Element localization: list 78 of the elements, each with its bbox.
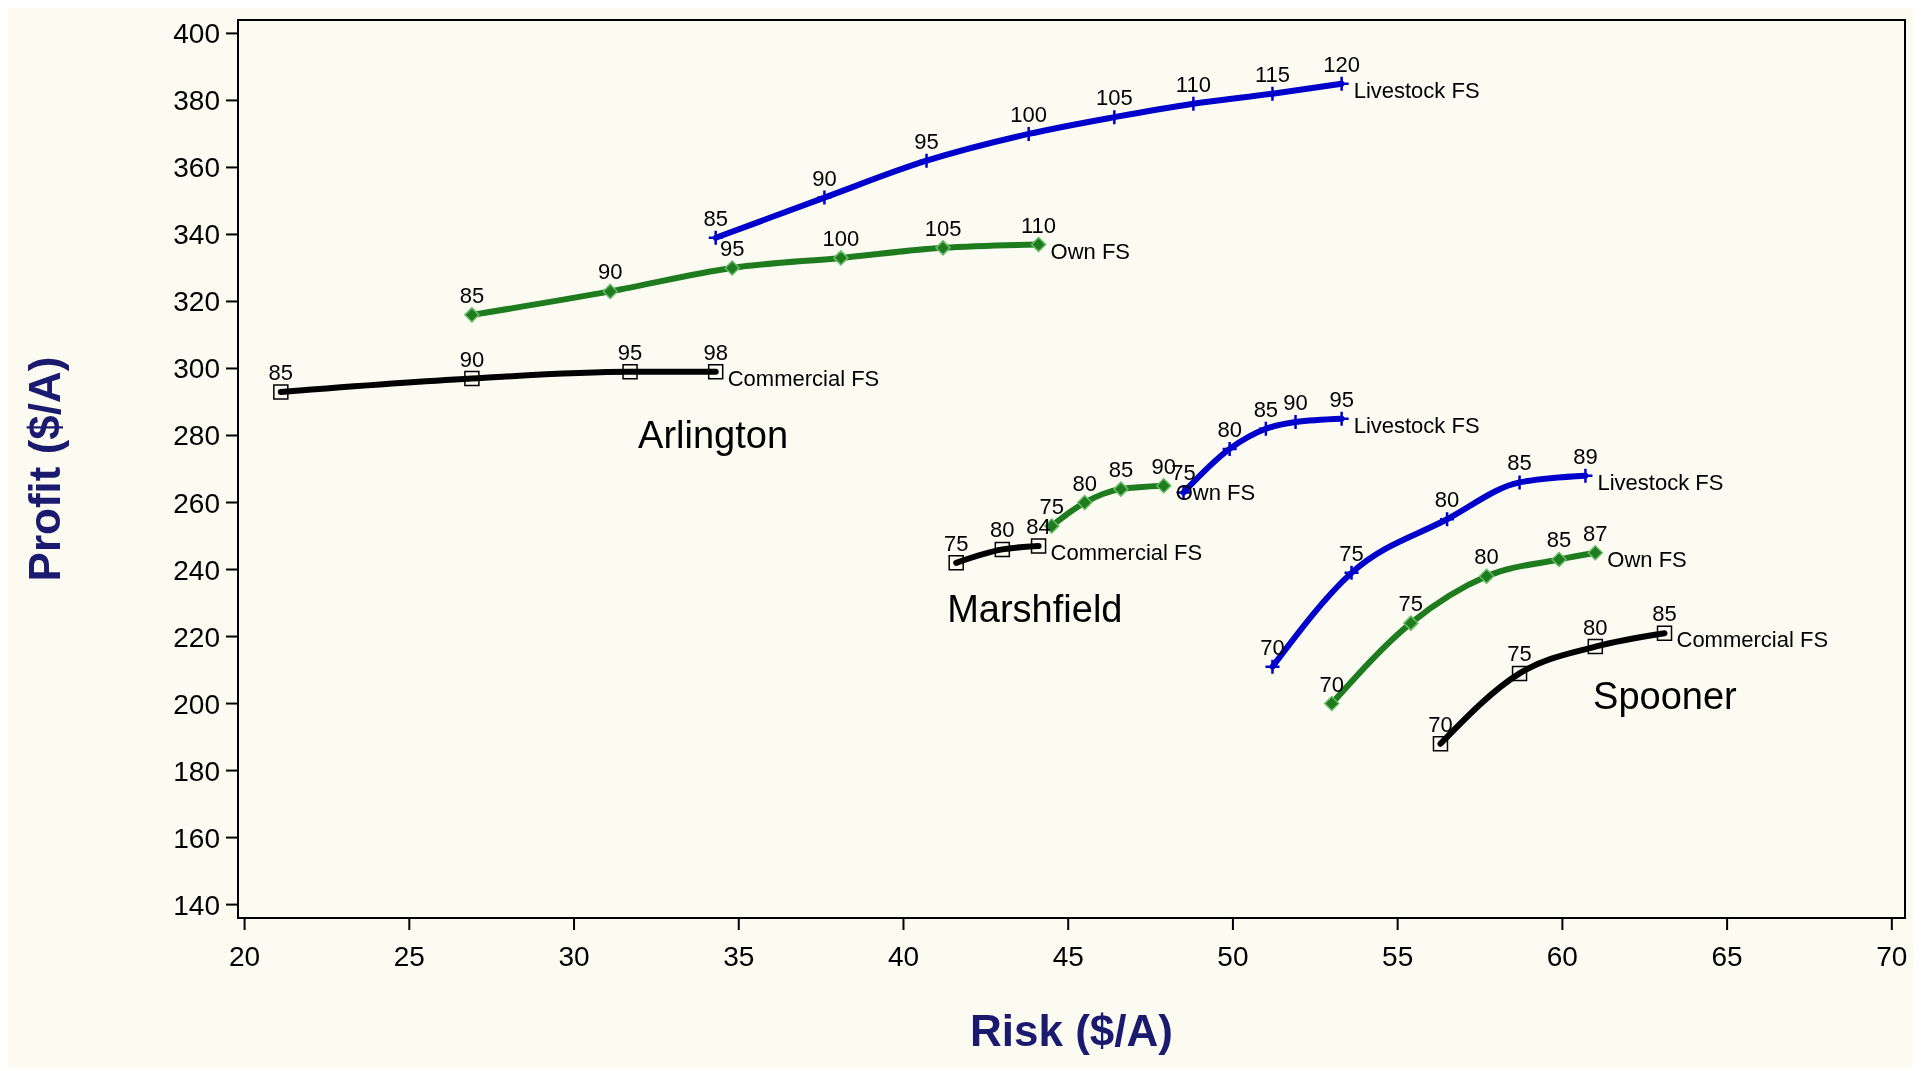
x-tick-label: 35 — [723, 941, 755, 972]
annotation: 95 — [617, 339, 643, 365]
y-tick-label: 340 — [173, 219, 220, 251]
annotation: 85 — [1546, 527, 1572, 553]
annotation: 85 — [703, 205, 728, 231]
annotation: Spooner — [1593, 675, 1738, 718]
annotation: 85 — [1652, 601, 1677, 627]
annotation: 85 — [1108, 457, 1134, 483]
y-tick-label: 240 — [173, 554, 220, 586]
x-axis-title: Risk ($/A) — [970, 1006, 1173, 1055]
annotation: 115 — [1254, 61, 1290, 87]
y-tick-label: 280 — [173, 420, 220, 452]
annotation: 90 — [1283, 390, 1308, 416]
series-label: Commercial FS — [1676, 627, 1829, 653]
annotation: 85 — [1253, 396, 1279, 422]
annotation: 95 — [719, 235, 745, 261]
annotation: 85 — [459, 282, 485, 308]
series-label: Own FS — [1607, 546, 1687, 572]
x-tick-label: 30 — [558, 941, 590, 972]
x-tick-label: 20 — [229, 941, 261, 972]
annotation: 110 — [1021, 212, 1057, 238]
x-tick-label: 50 — [1217, 941, 1249, 972]
series-label: Own FS — [1050, 238, 1131, 264]
annotation: 95 — [1329, 386, 1354, 412]
annotation: 90 — [459, 346, 485, 372]
annotation: 80 — [1217, 416, 1242, 442]
y-tick-label: 360 — [173, 152, 220, 184]
y-tick-label: 140 — [173, 889, 220, 921]
annotation: 80 — [990, 517, 1015, 543]
annotation: 70 — [1260, 634, 1285, 660]
y-tick-label: 180 — [173, 755, 220, 787]
y-tick-label: 320 — [173, 286, 220, 318]
y-tick-label: 220 — [173, 621, 220, 653]
x-tick-label: 45 — [1052, 941, 1084, 972]
y-tick-label: 160 — [173, 822, 220, 854]
annotation: 105 — [924, 215, 962, 241]
annotation: 75 — [1507, 641, 1532, 667]
annotation: 80 — [1583, 614, 1608, 640]
annotation: 105 — [1095, 85, 1133, 111]
annotation: 120 — [1323, 51, 1361, 77]
series-label: Livestock FS — [1353, 412, 1480, 438]
annotation: 75 — [1339, 540, 1364, 566]
y-tick-label: 400 — [173, 18, 220, 50]
series-label: Commercial FS — [727, 365, 880, 391]
annotation: 90 — [812, 165, 837, 191]
annotation: 110 — [1175, 71, 1211, 97]
annotation: 85 — [268, 359, 294, 385]
annotation: 80 — [1072, 470, 1097, 496]
series-label: Commercial FS — [1050, 540, 1203, 566]
annotation: 89 — [1573, 443, 1598, 469]
annotation: 87 — [1583, 520, 1608, 546]
y-tick-label: 380 — [173, 85, 220, 117]
x-tick-label: 70 — [1876, 941, 1908, 972]
annotation: 75 — [1398, 591, 1424, 617]
series-label: Livestock FS — [1353, 77, 1480, 103]
x-tick-label: 40 — [887, 941, 920, 972]
x-tick-label: 25 — [393, 941, 425, 972]
annotation: 100 — [1010, 101, 1048, 127]
series-label: Livestock FS — [1597, 469, 1724, 495]
x-tick-label: 65 — [1711, 941, 1743, 972]
x-tick-label: 60 — [1546, 941, 1578, 972]
annotation: 70 — [1319, 671, 1345, 697]
y-tick-label: 200 — [173, 688, 220, 720]
annotation: 80 — [1474, 544, 1499, 570]
annotation: 95 — [914, 128, 939, 154]
annotation: 70 — [1428, 711, 1453, 737]
annotation: 75 — [943, 530, 969, 556]
y-axis-title: Profit ($/A) — [20, 356, 69, 582]
y-tick-label: 300 — [173, 353, 220, 385]
annotation: Marshfield — [947, 587, 1123, 630]
annotation: 80 — [1434, 487, 1460, 513]
y-tick-label: 260 — [173, 487, 220, 519]
annotation: 85 — [1507, 450, 1532, 476]
annotation: 90 — [598, 259, 623, 285]
annotation: 98 — [703, 339, 728, 365]
annotation: Arlington — [638, 413, 789, 456]
annotation: 100 — [822, 225, 860, 251]
x-tick-label: 55 — [1382, 941, 1414, 972]
